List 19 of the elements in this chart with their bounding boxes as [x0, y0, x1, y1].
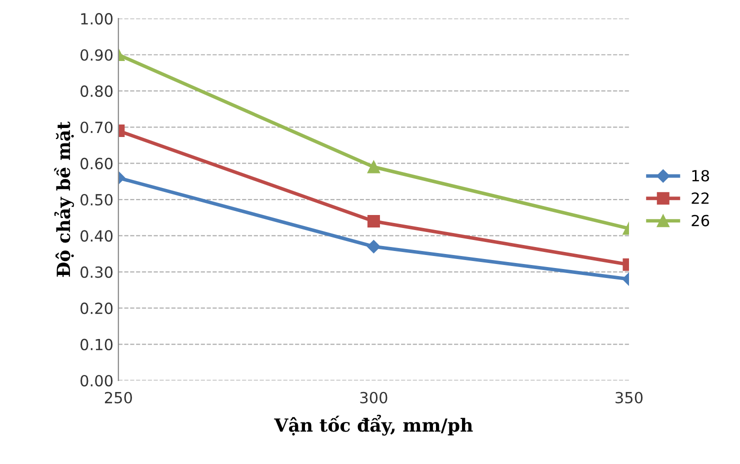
y-tick-label: 0.00	[80, 374, 113, 386]
y-tick-label: 0.80	[80, 85, 113, 97]
y-tick-label: 0.30	[80, 266, 113, 278]
legend-label: 18	[692, 170, 710, 182]
x-tick-label: 350	[616, 392, 643, 404]
legend-label: 22	[692, 192, 709, 204]
y-tick-label: 1.00	[81, 13, 113, 25]
y-tick-label: 0.40	[80, 230, 113, 242]
y-tick-label: 0.20	[80, 302, 113, 314]
x-axis-title: Vận tốc đẩy, mm/ph	[274, 414, 473, 436]
y-tick-label: 0.50	[80, 194, 113, 206]
y-tick-label: 0.10	[80, 338, 113, 350]
y-axis-title: Độ chảy bề mặt	[54, 121, 74, 277]
x-tick-label: 250	[104, 392, 132, 404]
legend-label: 26	[692, 214, 710, 226]
x-tick-label: 300	[360, 392, 388, 404]
y-tick-label: 0.60	[80, 158, 113, 170]
y-tick-label: 0.90	[80, 49, 113, 61]
y-tick-label: 0.70	[80, 122, 113, 134]
